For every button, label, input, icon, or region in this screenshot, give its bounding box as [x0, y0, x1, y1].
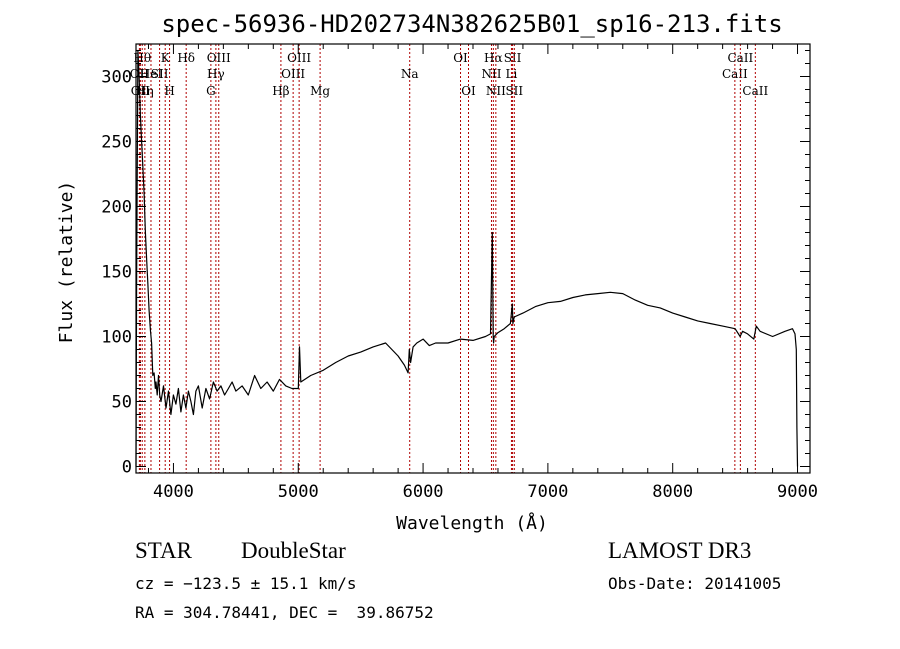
y-tick-label: 0: [122, 458, 132, 478]
line-marker-label: Hγ: [207, 67, 225, 81]
line-marker-label: NII: [481, 67, 501, 81]
line-marker-label: OIII: [281, 67, 305, 81]
line-marker-label: CaII: [742, 84, 768, 98]
y-tick-label: 100: [101, 328, 132, 348]
obs-date-text: Obs-Date: 20141005: [608, 574, 782, 593]
x-tick-label: 8000: [652, 482, 693, 502]
x-tick-label: 4000: [153, 482, 194, 502]
line-marker-label: Mg: [310, 84, 330, 98]
spectrum-line: [135, 49, 799, 467]
survey-label: LAMOST DR3: [608, 538, 752, 563]
axis-ticks: 4000 5000 6000 7000 8000 9000 0 50 100 150 200 250 3…: [101, 44, 818, 502]
line-marker-label: K: [161, 51, 171, 65]
y-tick-label: 300: [101, 68, 132, 88]
subclass-label: DoubleStar: [241, 538, 346, 563]
series-group: [135, 49, 799, 467]
y-axis-label: Flux (relative): [56, 181, 77, 344]
line-marker-label: G: [206, 84, 216, 98]
y-tick-label: 200: [101, 198, 132, 218]
line-marker-label: SII: [504, 51, 522, 65]
line-marker-label: OI: [453, 51, 468, 65]
x-tick-label: 6000: [403, 482, 444, 502]
chart-title: spec-56936-HD202734N382625B01_sp16-213.f…: [161, 10, 782, 38]
line-marker-label: OIII: [287, 51, 311, 65]
x-tick-label: 9000: [777, 482, 818, 502]
line-marker-label: OIII: [207, 51, 231, 65]
line-marker-label: HeI: [140, 67, 163, 81]
y-tick-label: 250: [101, 133, 132, 153]
line-marker-label: Hδ: [177, 51, 195, 65]
y-tick-label: 150: [101, 263, 132, 283]
line-marker-label: Li: [506, 67, 518, 81]
line-marker-label: Hα: [484, 51, 503, 65]
ra-dec-text: RA = 304.78441, DEC = 39.86752: [135, 603, 434, 622]
x-axis-label: Wavelength (Å): [396, 512, 548, 534]
line-marker-label: Hβ: [272, 84, 289, 98]
line-marker-label: H: [164, 84, 174, 98]
x-tick-label: 5000: [278, 482, 319, 502]
y-tick-label: 50: [112, 393, 132, 413]
line-marker-label: SII: [505, 84, 523, 98]
line-marker-label: Na: [401, 67, 419, 81]
line-marker-label: SII: [151, 67, 169, 81]
redshift-text: cz = −123.5 ± 15.1 km/s: [135, 574, 357, 593]
class-label: STAR: [135, 538, 192, 563]
x-tick-label: 7000: [527, 482, 568, 502]
line-marker-label: CaII: [722, 67, 748, 81]
line-marker-label: Hη: [136, 84, 154, 98]
line-marker-label: CaII: [727, 51, 753, 65]
line-marker-label: OI: [461, 84, 476, 98]
spectral-line-markers: HθOIIOIIHηHeISIIKHHδGHγOIIIHβOIIIOIIIMgN…: [130, 44, 768, 473]
line-marker-label: NII: [486, 84, 506, 98]
plot-frame: [135, 43, 811, 474]
